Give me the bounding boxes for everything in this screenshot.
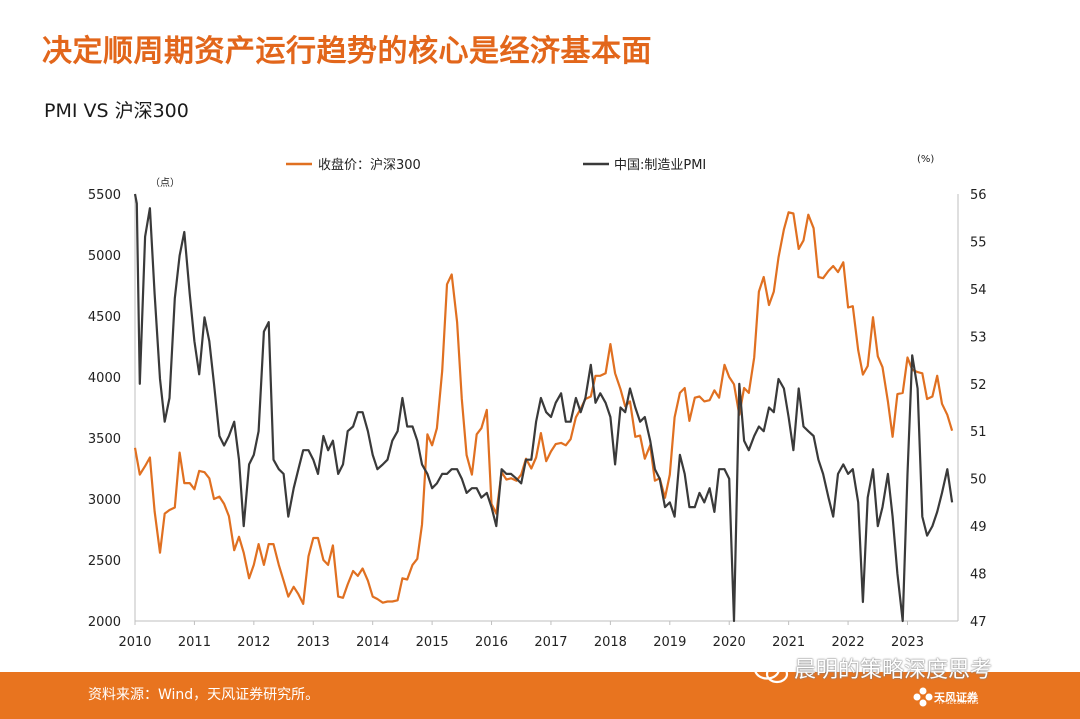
right-tick-label: 49 [970,520,987,535]
x-tick-label: 2022 [832,635,865,650]
left-tick-label: 3000 [88,493,121,508]
left-unit-label: （点） [150,177,180,189]
brand-name: 天风证券 [934,691,978,704]
left-tick-label: 4500 [88,310,121,325]
wechat-icon [753,658,789,684]
left-tick-label: 4000 [88,371,121,386]
series-csi300-line [133,211,954,606]
left-tick-label: 5500 [88,188,121,203]
right-tick-label: 54 [970,283,987,298]
x-tick-label: 2019 [653,635,686,650]
x-tick-label: 2016 [475,635,508,650]
right-tick-label: 48 [970,568,987,583]
line-chart: 2000 2500 3000 3500 4000 4500 5000 5500 47 48 49 50… [88,154,987,650]
series-pmi-line [133,193,954,623]
right-tick-label: 47 [970,615,987,630]
series-layer [133,193,954,623]
source-note: 资料来源：Wind，天风证券研究所。 [88,687,320,703]
legend-label: 中国:制造业PMI [614,158,706,173]
left-tick-label: 5000 [88,249,121,264]
right-tick-label: 53 [970,330,987,345]
x-tick-label: 2012 [237,635,270,650]
watermark-text: 晨明的策略深度思考 [794,658,993,683]
x-tick-label: 2014 [356,635,389,650]
legend-label: 收盘价：沪深300 [318,157,421,173]
right-tick-label: 55 [970,235,987,250]
right-tick-label: 51 [970,425,987,440]
x-tick-label: 2011 [178,635,211,650]
right-tick-label: 50 [970,473,987,488]
right-unit-label: (%) [917,154,934,165]
x-tick-label: 2017 [534,635,567,650]
x-tick-label: 2021 [772,635,805,650]
left-tick-label: 2000 [88,615,121,630]
x-tick-label: 2010 [118,635,151,650]
x-tick-label: 2013 [297,635,330,650]
x-tick-label: 2023 [891,635,924,650]
chart-subtitle: PMI VS 沪深300 [44,100,189,122]
x-tick-label: 2020 [713,635,746,650]
legend: 收盘价：沪深300 中国:制造业PMI [286,157,706,173]
brand-logo: 天风证券 TF SECURITIES [912,686,978,708]
axes: 2000 2500 3000 3500 4000 4500 5000 5500 47 48 49 50… [88,154,987,650]
slide-title: 决定顺周期资产运行趋势的核心是经济基本面 [42,34,652,69]
x-tick-label: 2015 [416,635,449,650]
left-tick-label: 3500 [88,432,121,447]
x-tick-label: 2018 [594,635,627,650]
left-tick-label: 2500 [88,554,121,569]
brand-flower-icon [913,687,933,707]
footer-bar [0,672,1080,719]
right-tick-label: 52 [970,378,987,393]
brand-subname: TF SECURITIES [938,700,979,706]
watermark: 晨明的策略深度思考 [752,652,992,685]
right-tick-label: 56 [970,188,987,203]
